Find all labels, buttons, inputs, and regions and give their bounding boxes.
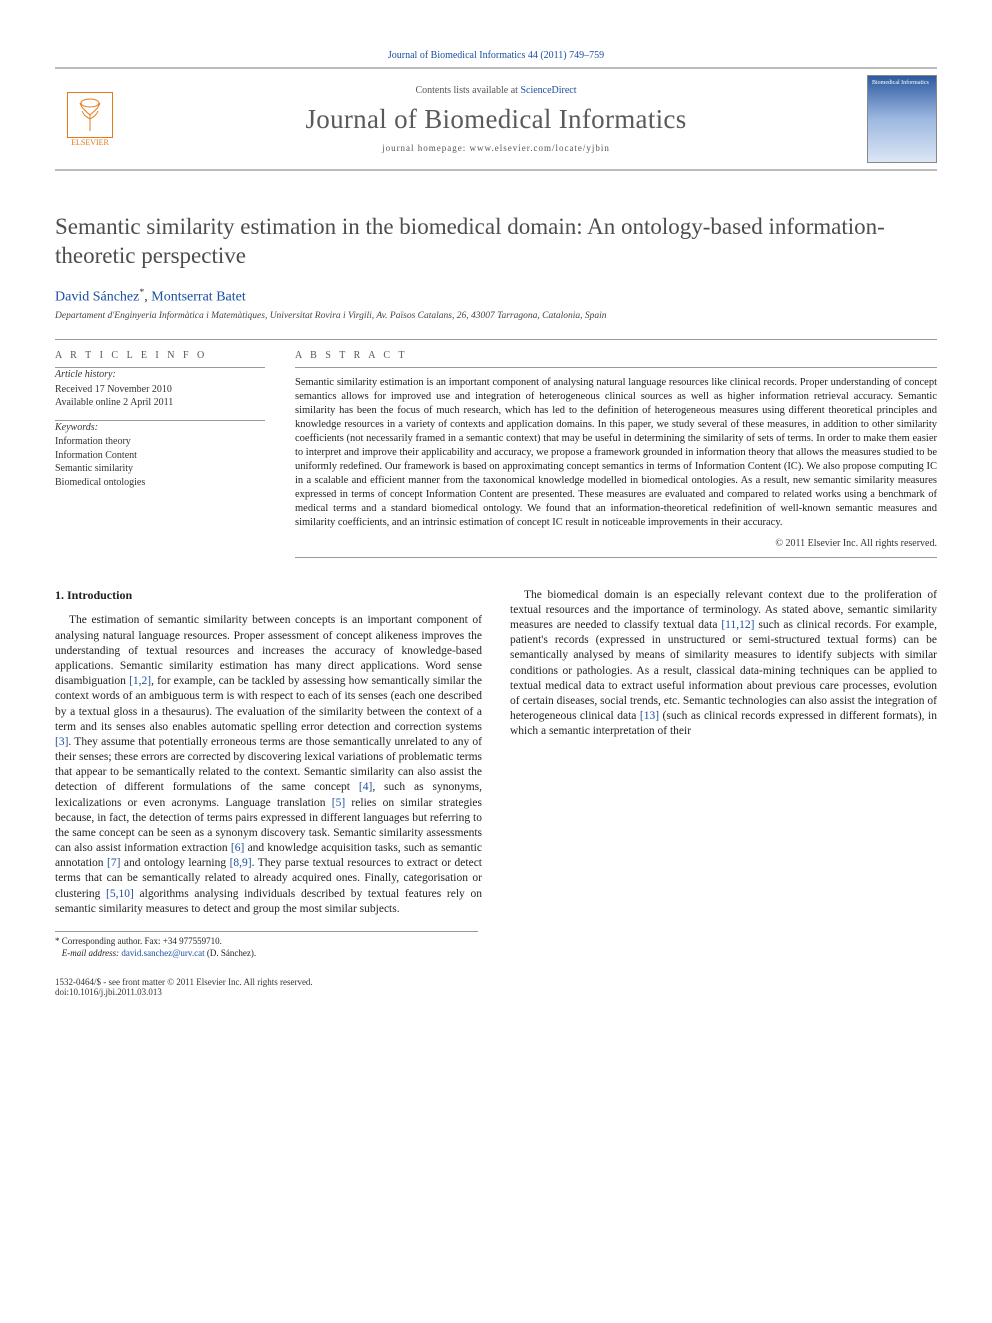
corresponding-footnote: * Corresponding author. Fax: +34 9775597…	[55, 936, 478, 948]
footer-doi: doi:10.1016/j.jbi.2011.03.013	[55, 987, 313, 997]
info-row: A R T I C L E I N F O Article history: R…	[55, 340, 937, 557]
body-paragraph: The estimation of semantic similarity be…	[55, 613, 482, 916]
header-center: Contents lists available at ScienceDirec…	[135, 85, 857, 153]
author-1[interactable]: David Sánchez	[55, 289, 139, 304]
footer-left: 1532-0464/$ - see front matter © 2011 El…	[55, 977, 313, 997]
abstract-label: A B S T R A C T	[295, 340, 937, 367]
history-head: Article history:	[55, 368, 265, 382]
homepage-prefix: journal homepage:	[382, 143, 469, 153]
history-received: Received 17 November 2010	[55, 383, 265, 397]
abstract-copyright: © 2011 Elsevier Inc. All rights reserved…	[295, 538, 937, 549]
page: Journal of Biomedical Informatics 44 (20…	[0, 0, 992, 1027]
sciencedirect-link[interactable]: ScienceDirect	[520, 85, 576, 96]
contents-line: Contents lists available at ScienceDirec…	[135, 85, 857, 96]
ref-link[interactable]: [5,10]	[106, 888, 134, 900]
body-paragraph: The biomedical domain is an especially r…	[510, 588, 937, 740]
body-columns: 1. Introduction The estimation of semant…	[55, 588, 937, 917]
ref-link[interactable]: [13]	[640, 710, 659, 722]
email-label: E-mail address:	[62, 948, 122, 958]
email-footnote: E-mail address: david.sanchez@urv.cat (D…	[55, 948, 478, 960]
homepage-line: journal homepage: www.elsevier.com/locat…	[135, 143, 857, 153]
journal-name: Journal of Biomedical Informatics	[135, 104, 857, 135]
abstract-column: A B S T R A C T Semantic similarity esti…	[295, 340, 937, 557]
keyword: Information theory	[55, 435, 265, 449]
journal-cover-thumb: Biomedical Informatics	[867, 75, 937, 163]
footnote-text: Corresponding author. Fax: +34 977559710…	[60, 936, 222, 946]
author-email-link[interactable]: david.sanchez@urv.cat	[121, 948, 204, 958]
homepage-url[interactable]: www.elsevier.com/locate/yjbin	[470, 143, 610, 153]
ref-link[interactable]: [1,2]	[129, 675, 151, 687]
article-info-label: A R T I C L E I N F O	[55, 340, 265, 367]
section-heading: 1. Introduction	[55, 588, 482, 604]
article-history: Article history: Received 17 November 20…	[55, 368, 265, 420]
ref-link[interactable]: [11,12]	[721, 619, 754, 631]
ref-link[interactable]: [3]	[55, 736, 68, 748]
ref-link[interactable]: [4]	[359, 781, 372, 793]
authors: David Sánchez*, Montserrat Batet	[55, 287, 937, 306]
elsevier-label: ELSEVIER	[71, 138, 109, 147]
journal-reference: Journal of Biomedical Informatics 44 (20…	[55, 50, 937, 61]
article-title: Semantic similarity estimation in the bi…	[55, 213, 937, 271]
keywords-head: Keywords:	[55, 421, 265, 435]
page-footer: 1532-0464/$ - see front matter © 2011 El…	[55, 977, 937, 997]
elsevier-logo[interactable]: ELSEVIER	[55, 80, 125, 158]
abstract-text: Semantic similarity estimation is an imp…	[295, 368, 937, 533]
contents-prefix: Contents lists available at	[415, 85, 520, 96]
author-2[interactable]: Montserrat Batet	[151, 289, 245, 304]
keyword: Semantic similarity	[55, 462, 265, 476]
footnotes: * Corresponding author. Fax: +34 9775597…	[55, 931, 478, 959]
keywords-block: Keywords: Information theory Information…	[55, 421, 265, 500]
ref-link[interactable]: [7]	[107, 857, 120, 869]
keyword: Information Content	[55, 449, 265, 463]
cover-text: Biomedical Informatics	[872, 80, 932, 86]
journal-header: ELSEVIER Contents lists available at Sci…	[55, 67, 937, 171]
ref-link[interactable]: [8,9]	[230, 857, 252, 869]
email-suffix: (D. Sánchez).	[205, 948, 256, 958]
keyword: Biomedical ontologies	[55, 476, 265, 490]
ref-link[interactable]: [5]	[332, 797, 345, 809]
elsevier-tree-icon	[67, 92, 113, 138]
ref-link[interactable]: [6]	[231, 842, 244, 854]
history-online: Available online 2 April 2011	[55, 396, 265, 410]
article-info-column: A R T I C L E I N F O Article history: R…	[55, 340, 265, 557]
footer-copyright: 1532-0464/$ - see front matter © 2011 El…	[55, 977, 313, 987]
affiliation: Departament d'Enginyeria Informàtica i M…	[55, 311, 937, 321]
rule-bottom	[295, 557, 937, 558]
